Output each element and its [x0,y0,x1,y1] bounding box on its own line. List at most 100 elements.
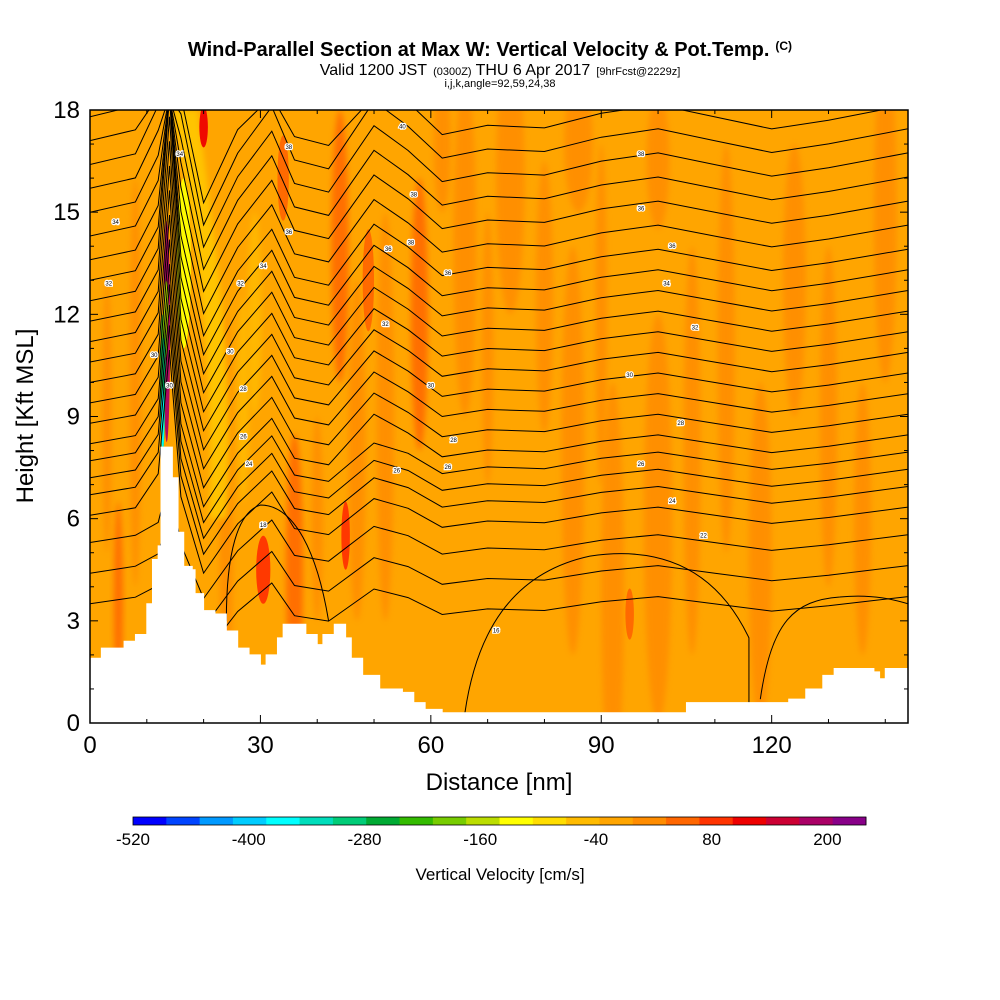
velocity-feature [341,501,350,570]
theta-label: 36 [285,230,292,236]
colorbar-swatch [133,817,167,825]
colorbar-swatch [266,817,301,825]
theta-label: 26 [393,469,400,475]
theta-label: 36 [385,247,392,253]
colorbar-swatch [166,817,201,825]
velocity-streak [535,161,553,434]
subtitle-forecast: [9hrFcst@2229z] [596,66,680,78]
x-tick-label: 90 [588,732,615,759]
theta-label: 30 [151,353,158,359]
chart-title: Wind-Parallel Section at Max W: Vertical… [188,39,792,61]
velocity-streak [854,382,872,655]
theta-contour [464,553,750,713]
velocity-streak [683,246,701,655]
theta-label: 26 [445,465,452,471]
velocity-streak [102,280,112,553]
theta-contour [90,110,908,293]
colorbar-swatch [299,817,334,825]
velocity-yellow-band [172,110,230,519]
y-tick-label: 15 [53,199,80,226]
plot-area: 34 34 32 30 30 32 30 28 26 24 18 34 36 38 36 32 26 40 38 38… [90,110,908,723]
theta-contour [90,141,908,414]
theta-label: 34 [176,152,183,158]
theta-contour [90,110,908,271]
x-tick-label: 60 [417,732,444,759]
y-tick-label: 0 [67,710,80,737]
theta-label: 26 [240,435,247,441]
velocity-feature [256,535,271,604]
colorbar: -520 -400 -280 -160 -40 80 200 [116,816,867,849]
colorbar-swatch [332,817,367,825]
theta-label: 30 [427,383,434,389]
theta-contour [90,110,908,316]
theta-label: 22 [700,533,707,539]
colorbar-frame [132,816,867,826]
velocity-streak [410,178,428,451]
theta-contour [90,304,908,540]
theta-label: 38 [408,240,415,246]
colorbar-tick-label: -520 [116,830,150,849]
theta-label: 32 [237,281,244,287]
subtitle-date: THU 6 Apr 2017 [476,62,591,79]
theta-label: 30 [166,383,173,389]
colorbar-tick-label: -280 [347,830,381,849]
colorbar-swatch [499,817,534,825]
colorbar-swatch [799,817,834,825]
y-tick-label: 12 [53,301,80,328]
colorbar-swatch [532,817,567,825]
theta-labels-layer: 34 34 32 30 30 32 30 28 26 24 18 34 36 38 36 32 26 40 38 38… [104,123,708,635]
theta-label: 24 [669,499,676,505]
theta-contours-layer [90,110,908,713]
colorbar-swatch [699,817,734,825]
theta-contour [90,116,908,395]
theta-label: 30 [227,349,234,355]
colorbar-swatch [199,817,234,825]
colorbar-tick-label: -40 [584,830,609,849]
theta-contour [225,504,330,621]
y-tick-label: 3 [67,608,80,635]
velocity-streak [564,110,593,213]
velocity-streak [433,110,451,213]
theta-contour [90,110,908,357]
y-tick-label: 9 [67,404,80,431]
x-axis-label: Distance [nm] [426,769,573,796]
theta-contour [90,190,908,451]
colorbar-swatch [432,817,467,825]
theta-contour [90,214,908,470]
x-tick-label: 30 [247,732,274,759]
colorbar-swatch [399,817,434,825]
colorbar-swatch [766,817,800,825]
velocity-streak [376,212,394,621]
theta-label: 16 [493,629,500,635]
theta-label: 28 [240,387,247,393]
velocity-streak [311,416,323,621]
velocity-streak [601,382,624,723]
velocity-streak [247,212,262,417]
theta-label: 38 [638,152,645,158]
chart-title-units: (C) [775,39,792,53]
theta-label: 36 [445,271,452,277]
colorbar-swatch [366,817,401,825]
chart-subtitle-indices: i,j,k,angle=92,59,24,38 [444,78,555,90]
theta-label: 18 [260,523,267,529]
colorbar-swatch [566,817,600,825]
theta-label: 32 [382,322,389,328]
velocity-feature [199,110,208,148]
theta-label: 32 [692,326,699,332]
colorbar-tick-label: -400 [232,830,266,849]
x-tick-label: 0 [83,732,96,759]
theta-label: 40 [399,125,406,131]
theta-contour [90,110,884,205]
velocity-streak [819,246,837,587]
theta-contour [759,595,908,700]
y-axis-label: Height [Kft MSL] [12,329,39,504]
velocity-streak [646,110,670,230]
chart-title-main: Wind-Parallel Section at Max W: Vertical… [188,39,769,61]
chart-subtitle: Valid 1200 JST (0300Z) THU 6 Apr 2017 [9hrF… [320,62,681,79]
subtitle-zulu: (0300Z) [433,66,472,78]
velocity-streak [453,110,477,417]
theta-label: 38 [285,145,292,151]
colorbar-swatch [466,817,500,825]
